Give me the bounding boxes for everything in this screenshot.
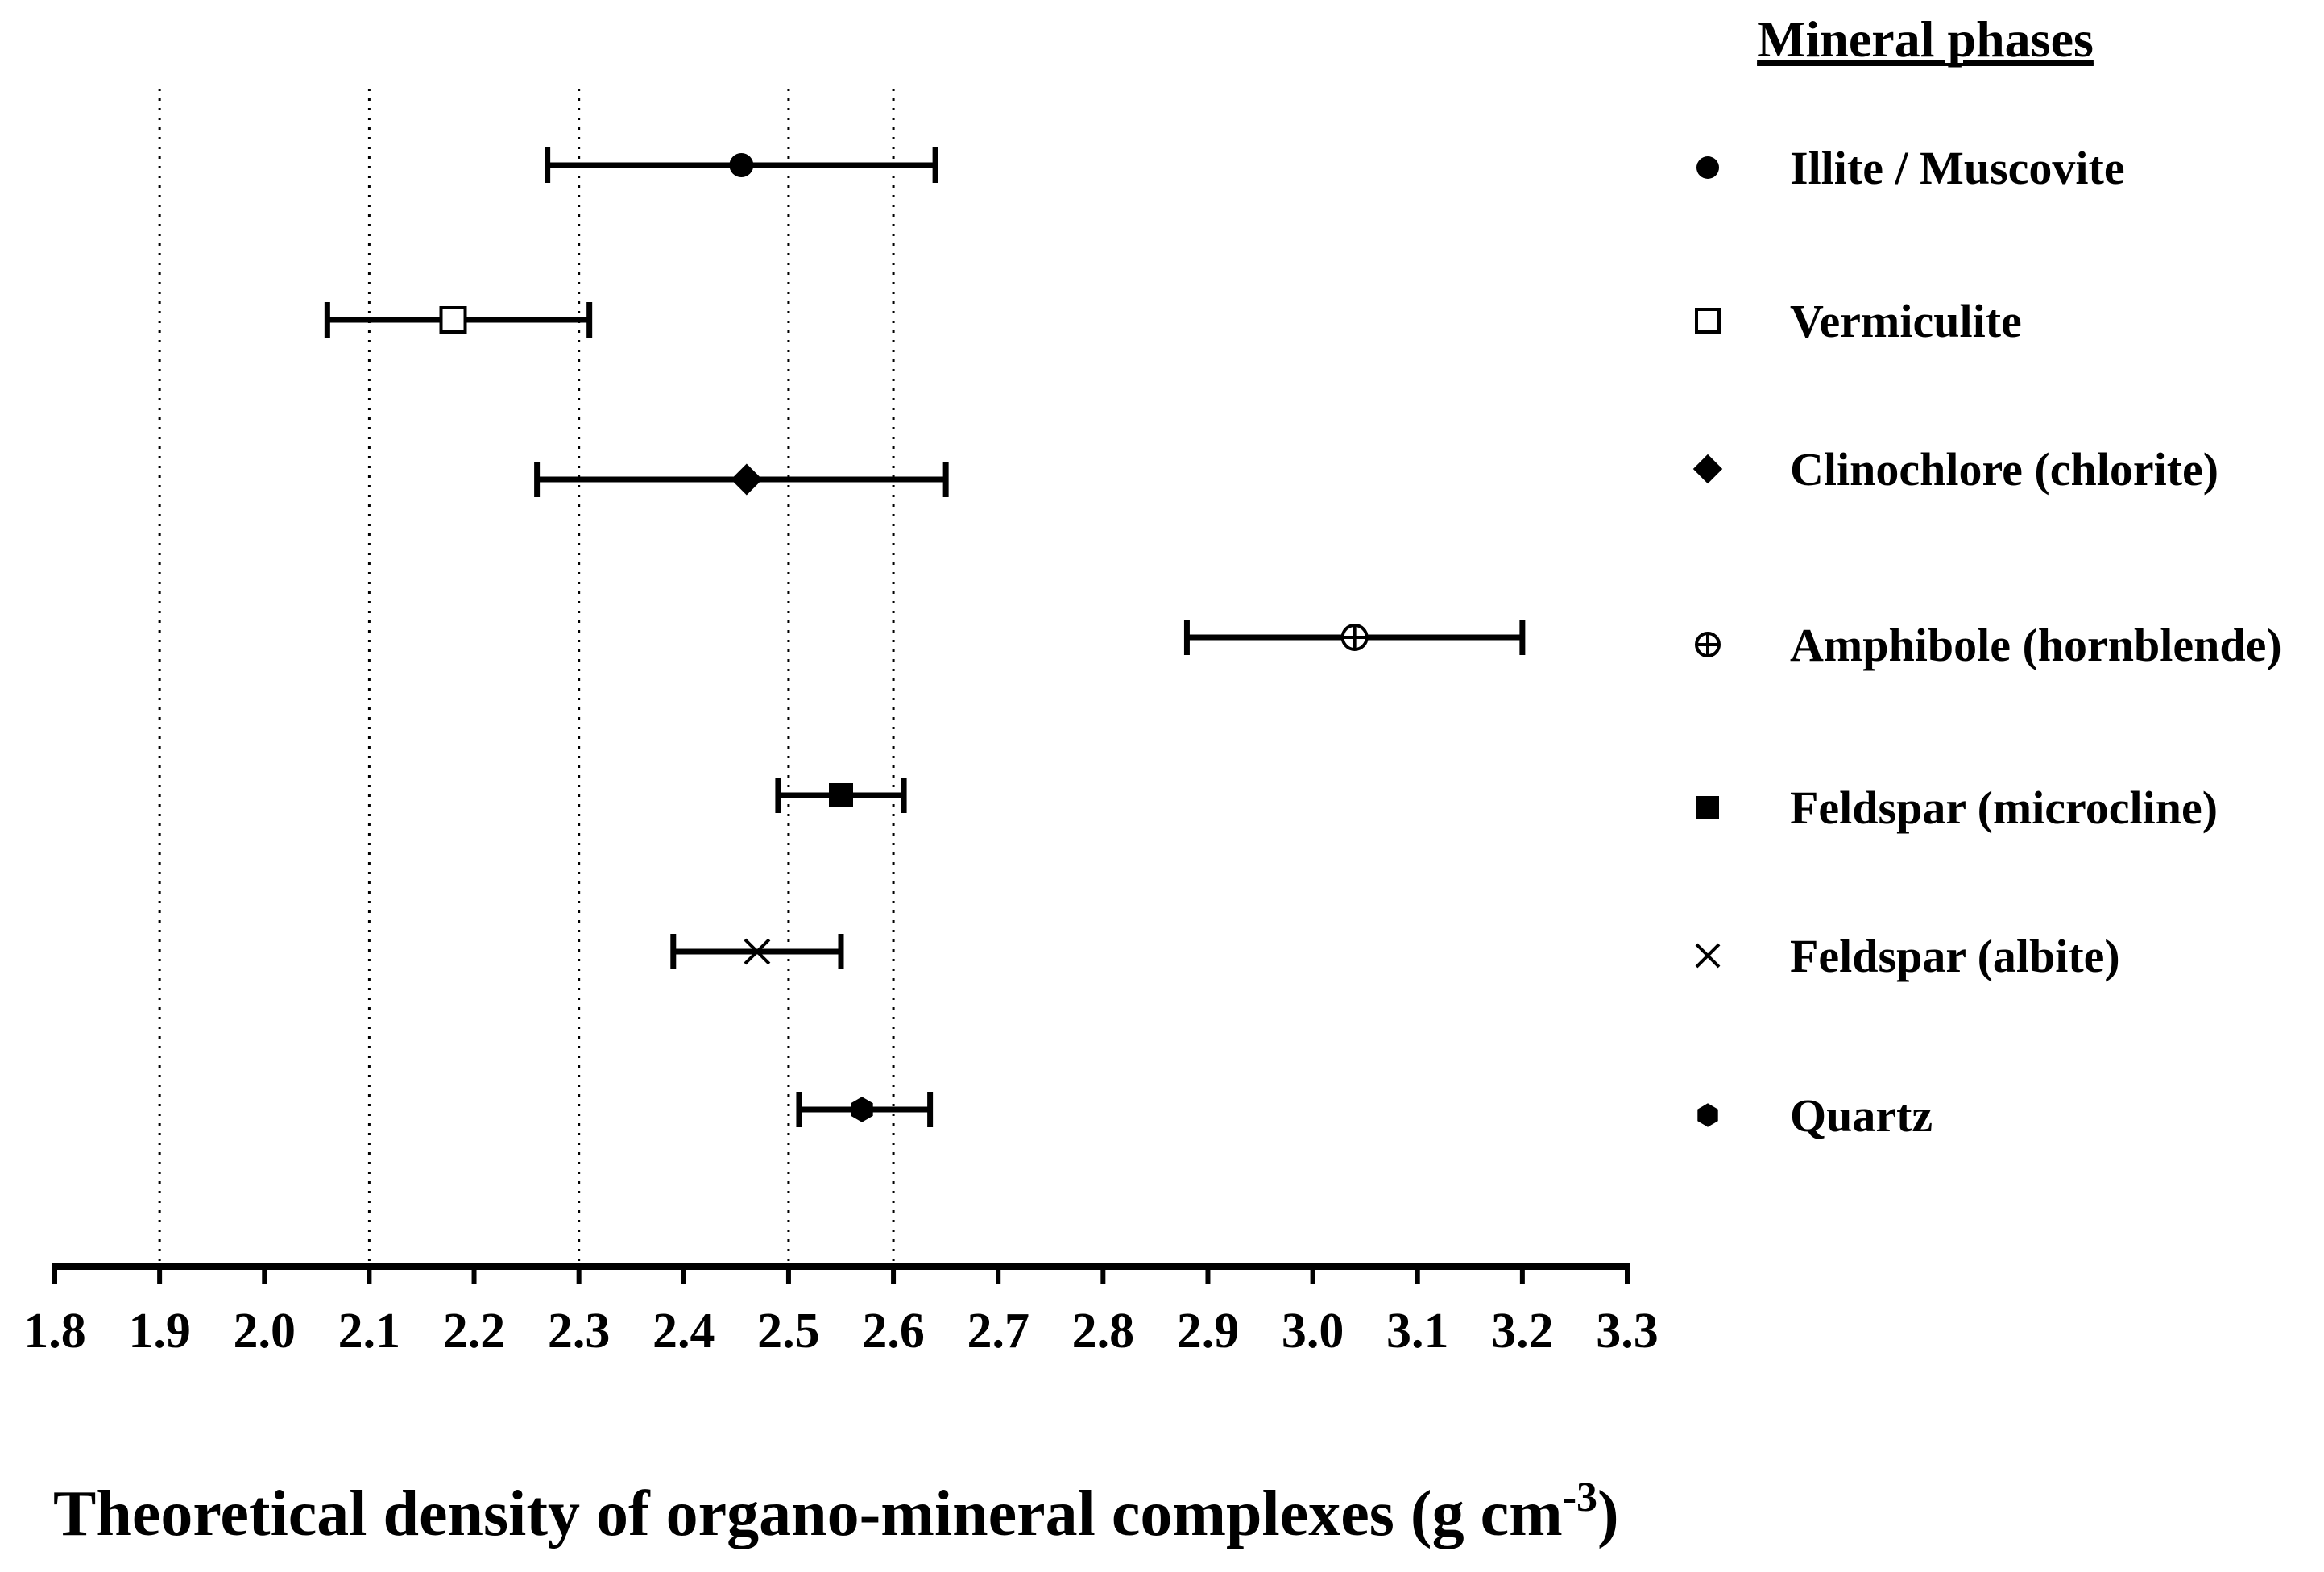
data-point-illite-muscovite [729, 153, 754, 177]
x-axis-title-close: ) [1597, 1479, 1619, 1549]
data-point-quartz [851, 1097, 873, 1122]
data-point-feldspar-albite [744, 938, 771, 965]
legend-label-feldspar-microcline: Feldspar (microcline) [1790, 782, 2218, 834]
series-amphibole-hornblende [1183, 620, 1526, 655]
legend-item-clinochlore-chlorite: Clinochlore (chlorite) [1692, 443, 2218, 496]
gridlines [158, 89, 895, 1267]
x-tick-label: 2.8 [1072, 1304, 1135, 1358]
legend-title: Mineral phases [1757, 10, 2094, 68]
legend-marker-feldspar-albite [1695, 943, 1721, 969]
legend-item-feldspar-albite: Feldspar (albite) [1695, 930, 2120, 982]
data-point-feldspar-microcline [829, 783, 853, 807]
legend-marker-clinochlore-chlorite [1692, 454, 1723, 484]
legend-label-clinochlore-chlorite: Clinochlore (chlorite) [1790, 443, 2218, 496]
x-tick-label: 2.7 [967, 1304, 1029, 1358]
data-point-feldspar-albite-b [744, 938, 771, 965]
x-tick-label: 1.8 [23, 1304, 86, 1358]
series-feldspar-albite [670, 934, 844, 969]
legend-label-quartz: Quartz [1790, 1089, 1933, 1142]
x-tick-label: 3.0 [1282, 1304, 1344, 1358]
legend-item-amphibole-hornblende: Amphibole (hornblende) [1695, 619, 2282, 671]
legend-item-feldspar-microcline: Feldspar (microcline) [1696, 782, 2218, 834]
x-axis: 1.8 1.9 2.0 2.1 2.2 2.3 2.4 2.5 2.6 2.7 2.8 2.9 3.0 3… [23, 1263, 1659, 1358]
x-tick-label: 1.9 [128, 1304, 191, 1358]
x-axis-title-main: Theoretical density of organo-mineral co… [53, 1479, 1563, 1549]
legend-item-quartz: Quartz [1697, 1089, 1933, 1142]
x-tick-label: 2.6 [862, 1304, 925, 1358]
legend-item-vermiculite: Vermiculite [1695, 295, 2022, 347]
series-feldspar-microcline [775, 778, 907, 813]
legend-marker-feldspar-albite-b [1695, 943, 1721, 969]
x-tick-label: 2.3 [548, 1304, 611, 1358]
x-tick-label: 3.2 [1491, 1304, 1554, 1358]
data-series [324, 147, 1526, 1127]
x-tick-label: 3.3 [1596, 1304, 1659, 1358]
data-point-vermiculite [439, 306, 467, 334]
series-vermiculite [324, 302, 593, 338]
x-tick-label: 2.0 [234, 1304, 296, 1358]
data-point-clinochlore-chlorite [731, 463, 763, 496]
x-tick-label: 3.1 [1386, 1304, 1449, 1358]
legend: Mineral phases Illite / Muscovite Vermicu… [1692, 10, 2282, 1142]
x-tick-label: 2.4 [652, 1304, 715, 1358]
x-axis-title-superscript: -3 [1563, 1475, 1597, 1520]
legend-label-vermiculite: Vermiculite [1790, 295, 2022, 347]
legend-label-amphibole-hornblende: Amphibole (hornblende) [1790, 619, 2282, 671]
x-tick-label: 2.5 [757, 1304, 820, 1358]
legend-marker-quartz [1697, 1103, 1718, 1127]
series-quartz [796, 1092, 934, 1127]
series-illite-muscovite [545, 147, 938, 183]
legend-marker-illite-muscovite [1696, 156, 1719, 179]
series-clinochlore-chlorite [534, 462, 949, 497]
x-tick-label: 2.1 [338, 1304, 401, 1358]
x-tick-label: 2.2 [443, 1304, 506, 1358]
data-point-amphibole-hornblende [1340, 624, 1369, 651]
legend-label-feldspar-albite: Feldspar (albite) [1790, 930, 2120, 982]
legend-marker-feldspar-microcline [1696, 796, 1719, 819]
x-tick-label: 2.9 [1177, 1304, 1240, 1358]
legend-marker-amphibole-hornblende [1695, 632, 1721, 657]
x-axis-title: Theoretical density of organo-mineral co… [53, 1475, 1619, 1549]
legend-item-illite-muscovite: Illite / Muscovite [1696, 142, 2125, 194]
legend-marker-vermiculite [1695, 308, 1721, 334]
legend-label-illite-muscovite: Illite / Muscovite [1790, 142, 2125, 194]
